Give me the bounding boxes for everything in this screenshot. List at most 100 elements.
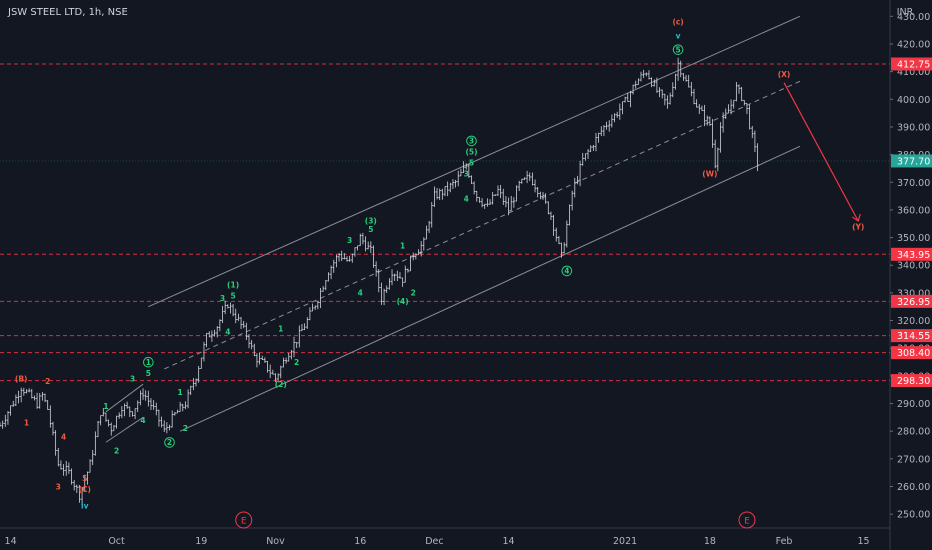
level-price-badge-4 bbox=[891, 346, 932, 360]
candle bbox=[213, 329, 216, 337]
candle bbox=[623, 96, 627, 103]
candle bbox=[141, 388, 145, 400]
candle bbox=[690, 81, 693, 97]
candle bbox=[91, 450, 94, 466]
candle bbox=[80, 487, 84, 506]
candle bbox=[139, 390, 142, 406]
earnings-marker-label-0: E bbox=[241, 517, 247, 527]
price-tick-label-3: 280.00 bbox=[897, 427, 930, 438]
level-price-label-2: 326.95 bbox=[897, 297, 930, 308]
candle bbox=[17, 390, 20, 404]
candle bbox=[33, 395, 36, 401]
candle bbox=[316, 300, 320, 310]
candle bbox=[186, 389, 190, 409]
candle bbox=[152, 400, 155, 410]
candle bbox=[517, 180, 521, 192]
candle bbox=[6, 410, 10, 425]
candle bbox=[163, 420, 166, 433]
candle bbox=[22, 387, 26, 396]
candle bbox=[388, 278, 391, 290]
candle bbox=[631, 84, 635, 95]
candle bbox=[295, 342, 298, 348]
level-price-label-4: 308.40 bbox=[897, 348, 930, 359]
candle bbox=[229, 302, 232, 314]
candle bbox=[560, 242, 563, 258]
candle bbox=[613, 113, 616, 123]
last-price-badge bbox=[891, 154, 932, 168]
candle bbox=[385, 285, 388, 294]
candle bbox=[698, 103, 701, 115]
candle bbox=[30, 388, 33, 399]
candle bbox=[406, 268, 410, 273]
candle bbox=[412, 252, 415, 261]
candle bbox=[600, 126, 603, 137]
candle bbox=[653, 79, 656, 87]
candle bbox=[343, 253, 346, 260]
earnings-marker-circle-0[interactable] bbox=[235, 511, 253, 529]
time-tick-label-3: Nov bbox=[266, 536, 285, 547]
candle bbox=[78, 484, 81, 503]
candle bbox=[692, 88, 696, 105]
candle bbox=[684, 74, 688, 82]
time-axis[interactable]: 14 Oct 19 Nov 16 Dec 14 2021 18 Feb 15 bbox=[5, 536, 870, 547]
candle bbox=[520, 178, 524, 184]
price-axis[interactable]: 250.00260.00270.00280.00290.00300.00310.… bbox=[0, 12, 932, 521]
candle bbox=[359, 233, 362, 247]
time-tick-label-9: Feb bbox=[776, 536, 793, 547]
candle bbox=[700, 105, 704, 111]
wave-label-16: 2 bbox=[167, 438, 172, 447]
candle bbox=[0, 422, 2, 427]
candle bbox=[361, 232, 365, 245]
candle bbox=[340, 250, 343, 262]
candle bbox=[427, 220, 431, 233]
wave-label-33: (5) bbox=[465, 148, 477, 157]
price-tick-label-14: 390.00 bbox=[897, 122, 930, 133]
candle bbox=[602, 125, 606, 137]
candle bbox=[494, 194, 497, 196]
candle bbox=[608, 120, 611, 132]
candle bbox=[12, 400, 15, 407]
candle bbox=[483, 203, 486, 209]
candle bbox=[510, 195, 513, 212]
candle bbox=[562, 242, 566, 254]
candle bbox=[234, 308, 237, 324]
candle bbox=[573, 177, 576, 198]
projection-arrow-head bbox=[851, 213, 861, 222]
candle bbox=[639, 71, 643, 82]
candle bbox=[642, 69, 645, 79]
candle bbox=[682, 72, 685, 81]
candle bbox=[184, 401, 187, 410]
candle bbox=[610, 114, 614, 128]
candle bbox=[117, 412, 121, 419]
wave-label-42: (Y) bbox=[852, 222, 864, 231]
time-tick-label-10: 15 bbox=[857, 536, 869, 547]
candle bbox=[679, 60, 682, 78]
candle bbox=[716, 147, 720, 172]
candle bbox=[374, 261, 378, 277]
candle bbox=[409, 255, 412, 272]
wave-label-36: 4 bbox=[564, 267, 569, 276]
price-tick-label-11: 360.00 bbox=[897, 205, 930, 216]
candle bbox=[382, 288, 386, 306]
wave-label-21: 1 bbox=[278, 325, 283, 334]
candle bbox=[120, 406, 124, 419]
candle bbox=[348, 255, 351, 262]
wave-label-24: 3 bbox=[347, 236, 352, 245]
candle bbox=[250, 340, 253, 350]
candle bbox=[242, 320, 245, 329]
candle bbox=[366, 241, 370, 250]
candle bbox=[51, 421, 55, 436]
candle bbox=[88, 459, 92, 473]
channel-layer bbox=[105, 15, 861, 443]
wave-label-19: 5 bbox=[230, 291, 235, 300]
wave-label-22: 2 bbox=[294, 358, 299, 367]
candle bbox=[284, 357, 288, 364]
candle bbox=[547, 201, 550, 215]
wave-label-18: 4 bbox=[225, 327, 230, 336]
wave-label-39: (c) bbox=[672, 18, 683, 27]
earnings-marker-circle-1[interactable] bbox=[738, 511, 756, 529]
candle bbox=[449, 182, 452, 193]
candle bbox=[274, 373, 277, 382]
